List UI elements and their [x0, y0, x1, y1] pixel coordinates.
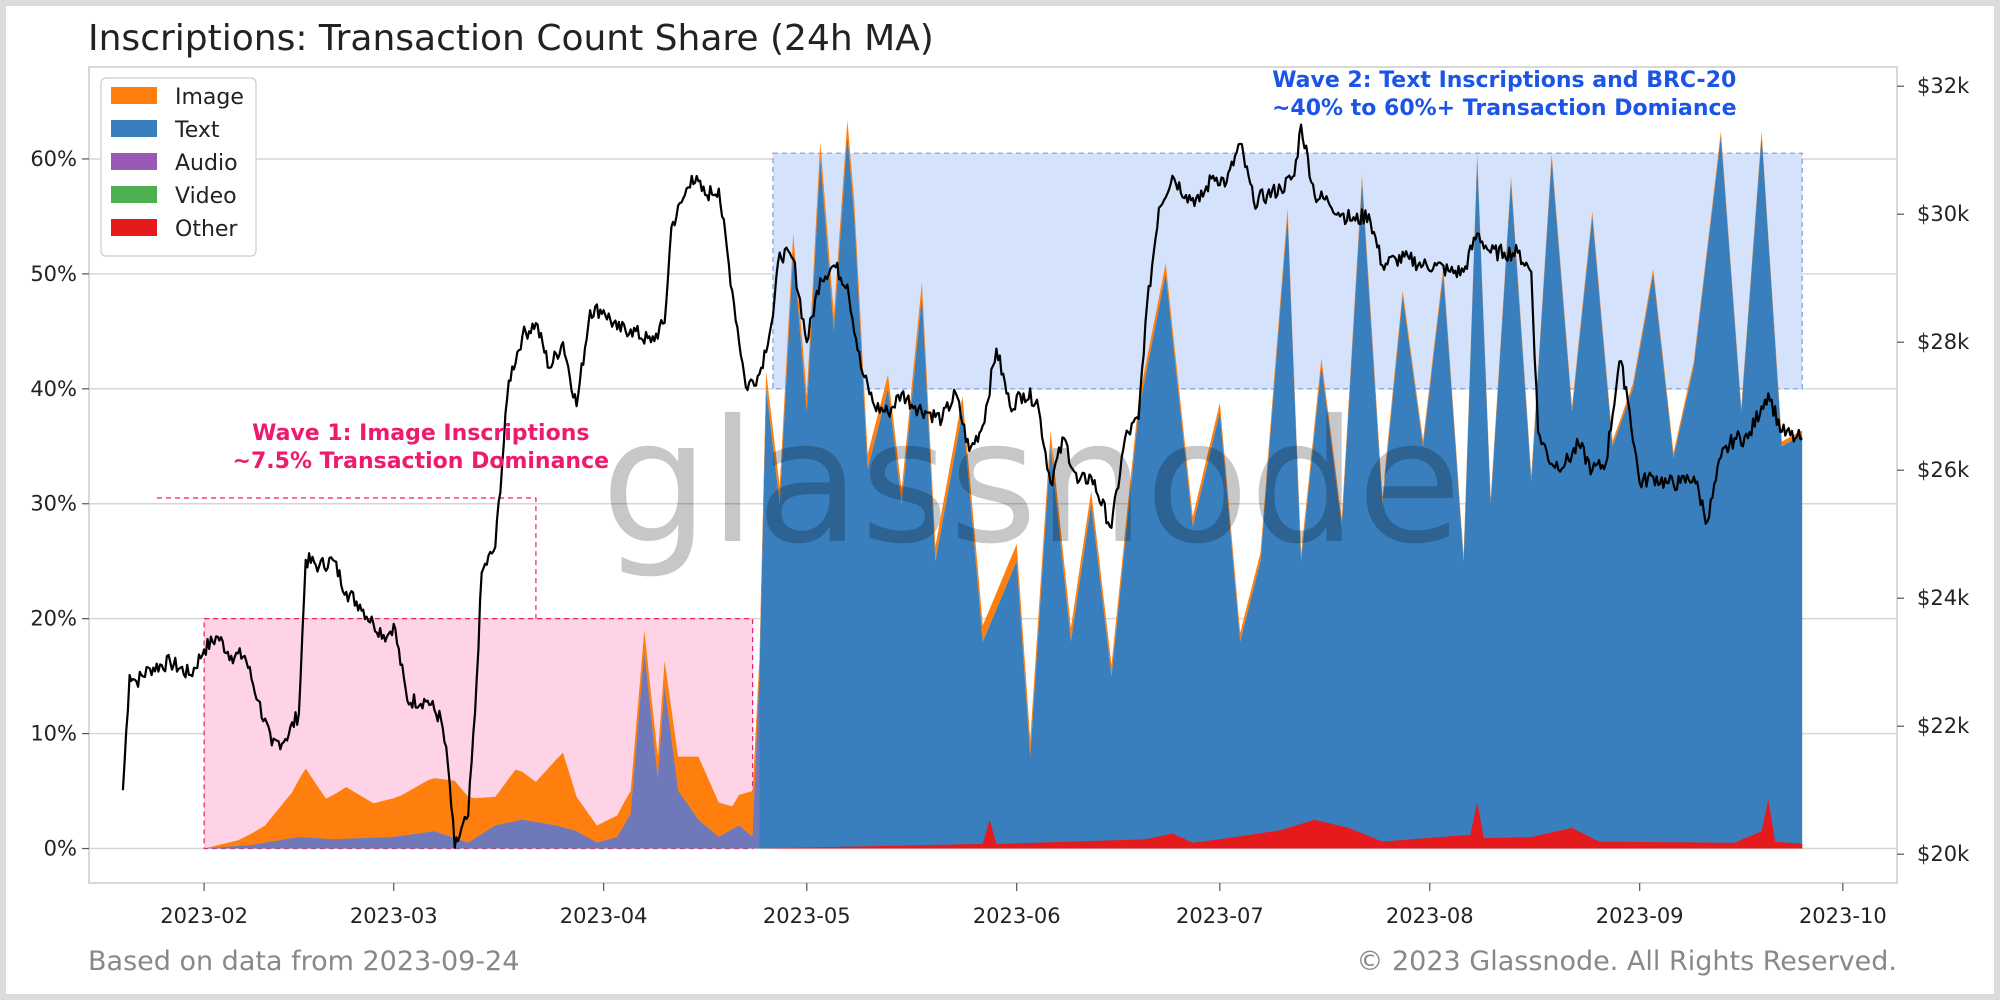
y-right-tick-label: $26k — [1917, 458, 1970, 482]
wave1-label-line: ~7.5% Transaction Dominance — [233, 449, 610, 474]
legend-swatch — [111, 87, 157, 104]
area-series — [204, 120, 1803, 849]
y-left-tick-label: 50% — [30, 262, 77, 286]
y-left-tick-label: 60% — [30, 147, 77, 171]
y-right-tick-label: $30k — [1917, 202, 1970, 226]
price-line-path — [121, 123, 1803, 849]
y-right-tick-label: $32k — [1917, 74, 1970, 98]
y-right-tick-label: $24k — [1917, 586, 1970, 610]
legend-swatch — [111, 120, 157, 137]
y-left-tick-label: 40% — [30, 377, 77, 401]
y-left-tick-label: 20% — [30, 607, 77, 631]
x-tick-label: 2023-05 — [763, 904, 851, 928]
legend-label: Image — [175, 85, 244, 110]
y-left-tick-label: 30% — [30, 492, 77, 516]
chart-frame: Inscriptions: Transaction Count Share (2… — [6, 6, 1994, 994]
x-tick-label: 2023-09 — [1596, 904, 1684, 928]
legend-label: Audio — [175, 151, 238, 176]
annotation-labels: Wave 1: Image Inscriptions ~7.5% Transact… — [233, 68, 1737, 474]
price-line — [121, 123, 1803, 849]
chart-title: Inscriptions: Transaction Count Share (2… — [88, 18, 934, 59]
y-right-tick-label: $20k — [1917, 842, 1970, 866]
x-tick-label: 2023-06 — [973, 904, 1061, 928]
chart-svg: Inscriptions: Transaction Count Share (2… — [30, 18, 1970, 977]
legend-label: Text — [174, 118, 220, 143]
wave1-connector — [157, 497, 537, 619]
wave1-label-line: Wave 1: Image Inscriptions — [252, 421, 589, 446]
y-left-tick-label: 0% — [44, 837, 77, 861]
legend-swatch — [111, 186, 157, 203]
y-right-tick-label: $28k — [1917, 330, 1970, 354]
legend: Image Text Audio Video Other — [100, 77, 257, 257]
wave2-label-line: ~40% to 60%+ Transaction Domiance — [1272, 96, 1737, 121]
x-tick-label: 2023-02 — [160, 904, 248, 928]
footer-source: Based on data from 2023-09-24 — [88, 946, 519, 977]
legend-label: Video — [175, 184, 237, 209]
text-area — [204, 136, 1803, 849]
x-tick-label: 2023-07 — [1176, 904, 1264, 928]
y-left-tick-label: 10% — [30, 722, 77, 746]
legend-swatch — [111, 153, 157, 170]
other-area — [759, 799, 1803, 849]
footer-copyright: © 2023 Glassnode. All Rights Reserved. — [1356, 946, 1897, 977]
watermark: glassnode — [601, 384, 1462, 582]
legend-label: Other — [175, 217, 238, 242]
x-tick-label: 2023-04 — [560, 904, 648, 928]
y-right-tick-label: $22k — [1917, 714, 1970, 738]
axes: 0% 10% 20% 30% 40% 50% 60% $20k $22k $24k $26k $28k… — [30, 74, 1970, 928]
legend-swatch — [111, 219, 157, 236]
wave2-label-line: Wave 2: Text Inscriptions and BRC-20 — [1272, 68, 1736, 93]
x-tick-label: 2023-10 — [1799, 904, 1887, 928]
x-tick-label: 2023-03 — [350, 904, 438, 928]
x-tick-label: 2023-08 — [1386, 904, 1474, 928]
text-area-wave1 — [204, 653, 760, 849]
